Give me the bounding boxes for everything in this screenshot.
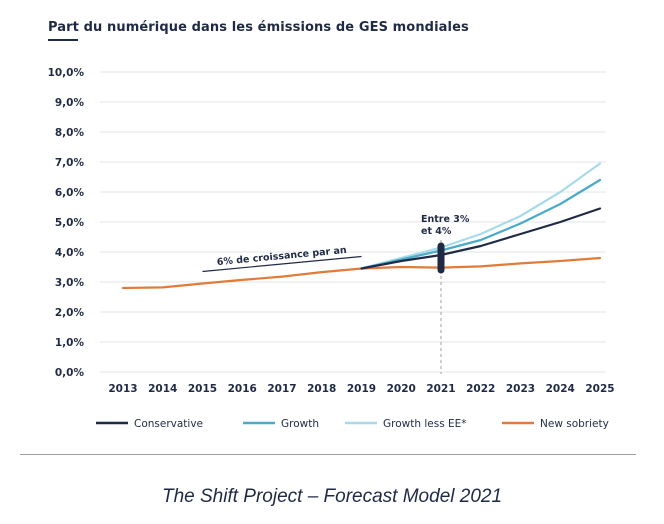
x-tick-label: 2019	[347, 383, 376, 395]
x-tick-label: 2020	[387, 383, 416, 395]
chart-canvas: 0,0% 1,0% 2,0% 3,0% 4,0% 5,0% 6,0% 7,0% 8,0% 9,0%…	[48, 67, 615, 430]
x-tick-label: 2015	[188, 383, 217, 395]
caption-divider	[20, 454, 636, 455]
y-tick-label: 3,0%	[55, 277, 85, 289]
y-tick-label: 0,0%	[55, 367, 85, 379]
chart-title: Part du numérique dans les émissions de …	[48, 20, 469, 35]
x-tick-label: 2017	[267, 383, 296, 395]
title-underline	[48, 39, 78, 41]
x-tick-label: 2023	[506, 383, 535, 395]
y-tick-label: 10,0%	[48, 67, 85, 79]
series-line-growth	[360, 178, 602, 270]
legend-label: Growth	[281, 418, 319, 430]
x-tick-label: 2016	[228, 383, 257, 395]
x-tick-label: 2018	[307, 383, 336, 395]
x-tick-label: 2022	[466, 383, 495, 395]
chart-grid	[100, 71, 606, 373]
x-tick-label: 2014	[148, 383, 177, 395]
chart-annotations: 6% de croissance par an Entre 3%et 4%	[202, 214, 470, 274]
chart-legend: Conservative Growth Growth less EE* New sob…	[96, 418, 609, 430]
chart-series	[121, 162, 602, 290]
y-tick-label: 9,0%	[55, 97, 85, 109]
range-annotation-label: et 4%	[421, 226, 452, 237]
y-axis-tick-labels: 0,0% 1,0% 2,0% 3,0% 4,0% 5,0% 6,0% 7,0% 8,0% 9,0%…	[48, 67, 85, 379]
y-tick-label: 7,0%	[55, 157, 85, 169]
x-tick-label: 2024	[546, 383, 575, 395]
source-caption: The Shift Project – Forecast Model 2021	[161, 486, 503, 507]
trend-annotation-label: 6% de croissance par an	[216, 245, 347, 268]
legend-label: Conservative	[134, 418, 203, 430]
trend-annotation-line	[202, 255, 362, 273]
x-axis-tick-labels: 2013 2014 2015 2016 2017 2018 2019 2020 2021 2022…	[108, 383, 614, 395]
y-tick-label: 2,0%	[55, 307, 85, 319]
y-tick-label: 5,0%	[55, 217, 85, 229]
y-tick-label: 4,0%	[55, 247, 85, 259]
y-tick-label: 6,0%	[55, 187, 85, 199]
range-annotation-label: Entre 3%	[421, 214, 470, 225]
series-line-growth-less-ee	[360, 162, 602, 270]
x-tick-label: 2021	[426, 383, 455, 395]
series-line-conservative	[360, 207, 602, 270]
series-line-new-sobriety	[121, 256, 602, 290]
legend-label: Growth less EE*	[383, 418, 467, 430]
x-tick-label: 2013	[108, 383, 137, 395]
y-tick-label: 8,0%	[55, 127, 85, 139]
x-tick-label: 2025	[585, 383, 614, 395]
legend-label: New sobriety	[540, 418, 609, 430]
y-tick-label: 1,0%	[55, 337, 85, 349]
